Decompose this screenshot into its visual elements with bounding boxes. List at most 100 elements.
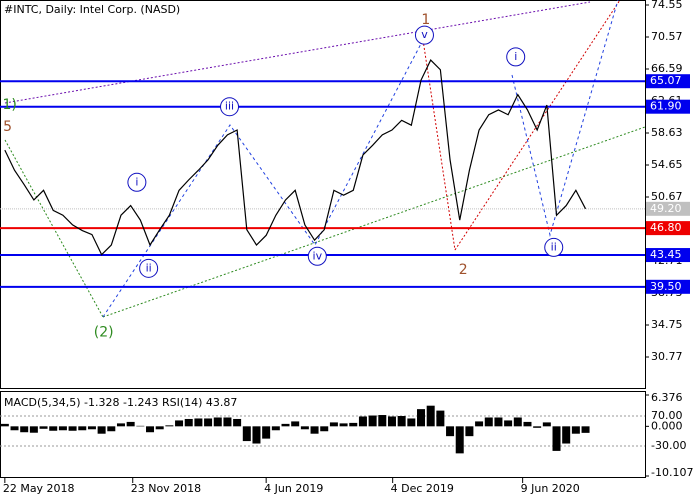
macd-bar — [417, 409, 426, 427]
macd-bar — [581, 426, 590, 433]
wave-label: i — [135, 175, 138, 188]
macd-bar — [165, 425, 174, 427]
x-tick-label: 4 Dec 2019 — [391, 482, 454, 495]
y-tick-label: 50.67 — [651, 190, 683, 203]
x-tick-label: 22 May 2018 — [3, 482, 75, 495]
macd-bar — [252, 426, 261, 444]
macd-bar — [175, 420, 184, 427]
macd-bar — [504, 420, 513, 427]
y-tick-label: 66.59 — [651, 62, 683, 75]
macd-bar — [233, 418, 242, 427]
wave-circle — [220, 97, 240, 117]
macd-bar — [242, 426, 251, 442]
macd-bar — [204, 418, 213, 427]
indicator-level-label: -30.00 — [651, 439, 686, 452]
macd-bar — [310, 426, 319, 434]
macd-bar — [20, 426, 29, 433]
macd-bar — [397, 416, 406, 427]
price-panel — [0, 0, 646, 389]
indicator-panel — [0, 391, 646, 478]
current-price-label: 49.20 — [650, 202, 682, 215]
level-tag — [646, 279, 690, 294]
macd-bar — [436, 410, 445, 427]
macd-bar — [329, 422, 338, 427]
macd-bar — [320, 426, 329, 432]
macd-bar — [87, 426, 96, 430]
macd-bar — [39, 426, 48, 429]
wave-label: (2) — [94, 325, 114, 341]
macd-bar — [194, 418, 203, 427]
wave-label: v — [421, 28, 428, 41]
macd-bar — [213, 417, 222, 427]
level-tag — [646, 99, 690, 114]
macd-bar — [571, 426, 580, 434]
wave-circle — [414, 25, 434, 45]
wave-circle — [139, 258, 159, 278]
level-label: 39.50 — [650, 280, 682, 293]
macd-bar — [387, 416, 396, 427]
macd-bar — [562, 426, 571, 444]
macd-bar — [446, 426, 455, 437]
trend-line — [4, 1, 591, 104]
y-tick-label: 30.77 — [651, 350, 683, 363]
x-tick-label: 9 Jun 2020 — [521, 482, 580, 495]
macd-bar — [358, 416, 367, 427]
macd-bar — [426, 405, 435, 427]
wave-line — [511, 0, 619, 237]
y-tick-label: 58.63 — [651, 126, 683, 139]
macd-bar — [78, 426, 87, 431]
wave-line — [102, 39, 424, 318]
wave-line — [422, 39, 456, 251]
macd-bar — [542, 422, 551, 427]
wave-label: 5 — [3, 119, 12, 135]
macd-bar — [116, 423, 125, 427]
macd-bar — [107, 426, 116, 432]
macd-bar — [475, 421, 484, 427]
y-tick-label: 54.65 — [651, 158, 683, 171]
level-tag — [646, 248, 690, 263]
macd-bar — [339, 423, 348, 427]
wave-circle — [127, 172, 147, 192]
indicator-tick-label: -10.107 — [651, 466, 693, 479]
y-tick-label: 70.57 — [651, 30, 683, 43]
macd-bar — [271, 426, 280, 431]
macd-bar — [513, 417, 522, 427]
macd-bar — [126, 421, 135, 427]
macd-bar — [465, 426, 474, 437]
macd-bar — [146, 426, 155, 433]
indicator-tick-label: 0.000 — [651, 419, 683, 432]
macd-bar — [29, 426, 38, 433]
level-tag — [646, 74, 690, 89]
macd-bar — [155, 426, 164, 430]
wave-label: ii — [551, 240, 557, 253]
indicator-tick-label: 6.376 — [651, 391, 683, 404]
wave-circle — [506, 47, 526, 67]
macd-bar — [281, 423, 290, 427]
macd-bar — [184, 418, 193, 427]
chart-title: #INTC, Daily: Intel Corp. (NASD) — [4, 3, 180, 16]
x-tick-label: 23 Nov 2018 — [131, 482, 201, 495]
macd-bar — [407, 418, 416, 427]
y-tick-label: 74.55 — [651, 0, 683, 11]
macd-bar — [97, 426, 106, 434]
macd-bar — [523, 421, 532, 427]
macd-bar — [223, 417, 232, 427]
macd-bar — [378, 415, 387, 427]
macd-bar — [533, 426, 542, 428]
level-label: 65.07 — [650, 74, 682, 87]
wave-label: 1) — [2, 97, 16, 113]
macd-bar — [300, 426, 309, 430]
wave-label: ii — [146, 261, 152, 274]
indicator-label: MACD(5,34,5) -1.328 -1.243 RSI(14) 43.87 — [4, 396, 237, 409]
macd-bar — [262, 426, 271, 439]
level-label: 46.80 — [650, 221, 682, 234]
level-label: 61.90 — [650, 100, 682, 113]
x-tick-label: 4 Jun 2019 — [264, 482, 323, 495]
level-tag — [646, 221, 690, 236]
wave-label: 1 — [421, 12, 430, 28]
current-price-tag — [646, 201, 690, 216]
macd-bar — [455, 426, 464, 454]
macd-bar — [484, 417, 493, 427]
